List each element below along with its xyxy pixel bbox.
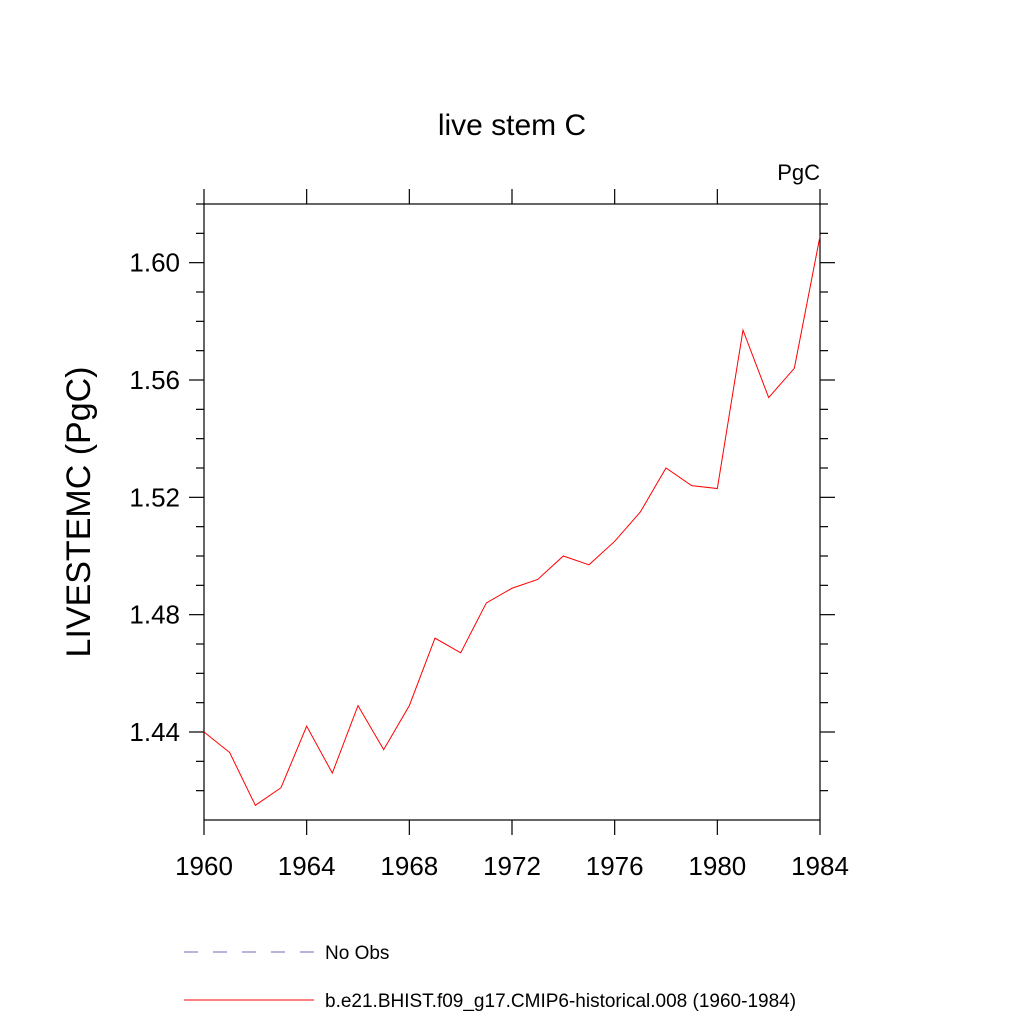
x-tick-label: 1972 — [483, 851, 541, 881]
y-tick-label: 1.44 — [129, 717, 180, 747]
series-layer — [203, 236, 821, 807]
chart-title: live stem C — [438, 109, 586, 142]
y-tick-label: 1.48 — [129, 600, 180, 630]
x-tick-label: 1984 — [791, 851, 849, 881]
legend: No Obs b.e21.BHIST.f09_g17.CMIP6-histori… — [184, 943, 796, 1012]
y-axis-label: LIVESTEMC (PgC) — [60, 367, 98, 658]
y-tick-label: 1.56 — [129, 365, 180, 395]
legend-label-model-run: b.e21.BHIST.f09_g17.CMIP6-historical.008… — [325, 991, 796, 1012]
x-tick-label: 1980 — [688, 851, 746, 881]
series-line-1 — [203, 236, 821, 807]
plot-frame — [203, 203, 821, 821]
x-tick-label: 1976 — [586, 851, 644, 881]
y-tick-label: 1.60 — [129, 248, 180, 278]
x-tick-label: 1968 — [380, 851, 438, 881]
tick-labels: 1960 1964 1968 1972 1976 1980 1984 1.44 1.48 1.52… — [129, 248, 849, 881]
y-tick-label: 1.52 — [129, 482, 180, 512]
axis-ticks — [189, 189, 835, 835]
x-tick-label: 1960 — [175, 851, 233, 881]
units-label: PgC — [777, 160, 820, 185]
legend-label-no-obs: No Obs — [325, 943, 389, 964]
x-tick-label: 1964 — [278, 851, 336, 881]
